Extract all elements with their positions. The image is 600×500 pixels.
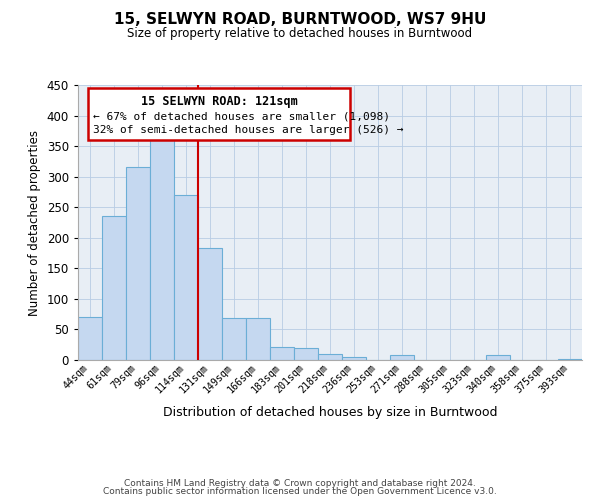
Bar <box>126 168 150 360</box>
Y-axis label: Number of detached properties: Number of detached properties <box>28 130 41 316</box>
Text: 15, SELWYN ROAD, BURNTWOOD, WS7 9HU: 15, SELWYN ROAD, BURNTWOOD, WS7 9HU <box>114 12 486 28</box>
Text: Contains public sector information licensed under the Open Government Licence v3: Contains public sector information licen… <box>103 487 497 496</box>
Text: Contains HM Land Registry data © Crown copyright and database right 2024.: Contains HM Land Registry data © Crown c… <box>124 478 476 488</box>
Bar <box>342 357 366 360</box>
Bar <box>222 318 246 360</box>
Bar <box>246 318 270 360</box>
Text: Size of property relative to detached houses in Burntwood: Size of property relative to detached ho… <box>127 28 473 40</box>
Text: 15 SELWYN ROAD: 121sqm: 15 SELWYN ROAD: 121sqm <box>141 94 298 108</box>
Bar <box>318 354 342 360</box>
Bar <box>558 359 582 360</box>
Bar <box>198 248 222 360</box>
Bar <box>150 134 174 360</box>
FancyBboxPatch shape <box>88 88 350 140</box>
Text: ← 67% of detached houses are smaller (1,098): ← 67% of detached houses are smaller (1,… <box>93 111 390 121</box>
Bar <box>390 355 414 360</box>
Bar <box>294 348 318 360</box>
Bar <box>102 216 126 360</box>
Bar <box>486 355 510 360</box>
Bar <box>78 317 102 360</box>
Bar <box>270 346 294 360</box>
Bar <box>174 195 198 360</box>
Text: 32% of semi-detached houses are larger (526) →: 32% of semi-detached houses are larger (… <box>93 125 404 135</box>
X-axis label: Distribution of detached houses by size in Burntwood: Distribution of detached houses by size … <box>163 406 497 420</box>
